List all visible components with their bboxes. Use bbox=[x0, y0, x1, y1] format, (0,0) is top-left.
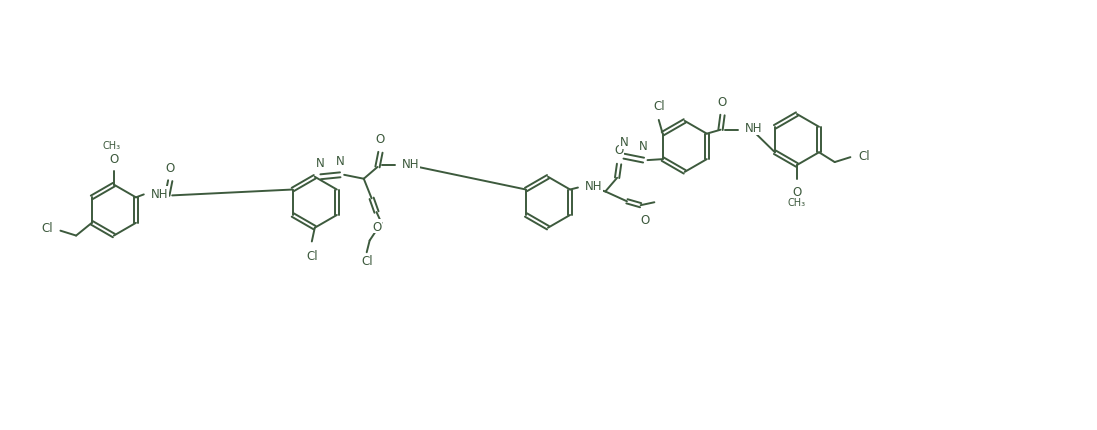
Text: O: O bbox=[110, 153, 118, 166]
Text: NH: NH bbox=[150, 187, 168, 200]
Text: O: O bbox=[640, 214, 649, 227]
Text: O: O bbox=[792, 185, 802, 198]
Text: Cl: Cl bbox=[653, 100, 665, 113]
Text: O: O bbox=[372, 221, 381, 233]
Text: N: N bbox=[336, 155, 344, 168]
Text: N: N bbox=[316, 157, 325, 169]
Text: Cl: Cl bbox=[858, 149, 870, 163]
Text: O: O bbox=[166, 161, 174, 175]
Text: O: O bbox=[614, 144, 624, 157]
Text: CH₃: CH₃ bbox=[103, 141, 121, 151]
Text: O: O bbox=[376, 133, 385, 146]
Text: O: O bbox=[717, 96, 727, 109]
Text: N: N bbox=[640, 140, 648, 153]
Text: N: N bbox=[620, 136, 629, 149]
Text: Cl: Cl bbox=[41, 222, 53, 235]
Text: NH: NH bbox=[585, 180, 602, 193]
Text: Cl: Cl bbox=[306, 250, 318, 263]
Text: NH: NH bbox=[402, 157, 419, 170]
Text: NH: NH bbox=[745, 122, 762, 135]
Text: Cl: Cl bbox=[361, 255, 373, 267]
Text: CH₃: CH₃ bbox=[788, 198, 806, 208]
